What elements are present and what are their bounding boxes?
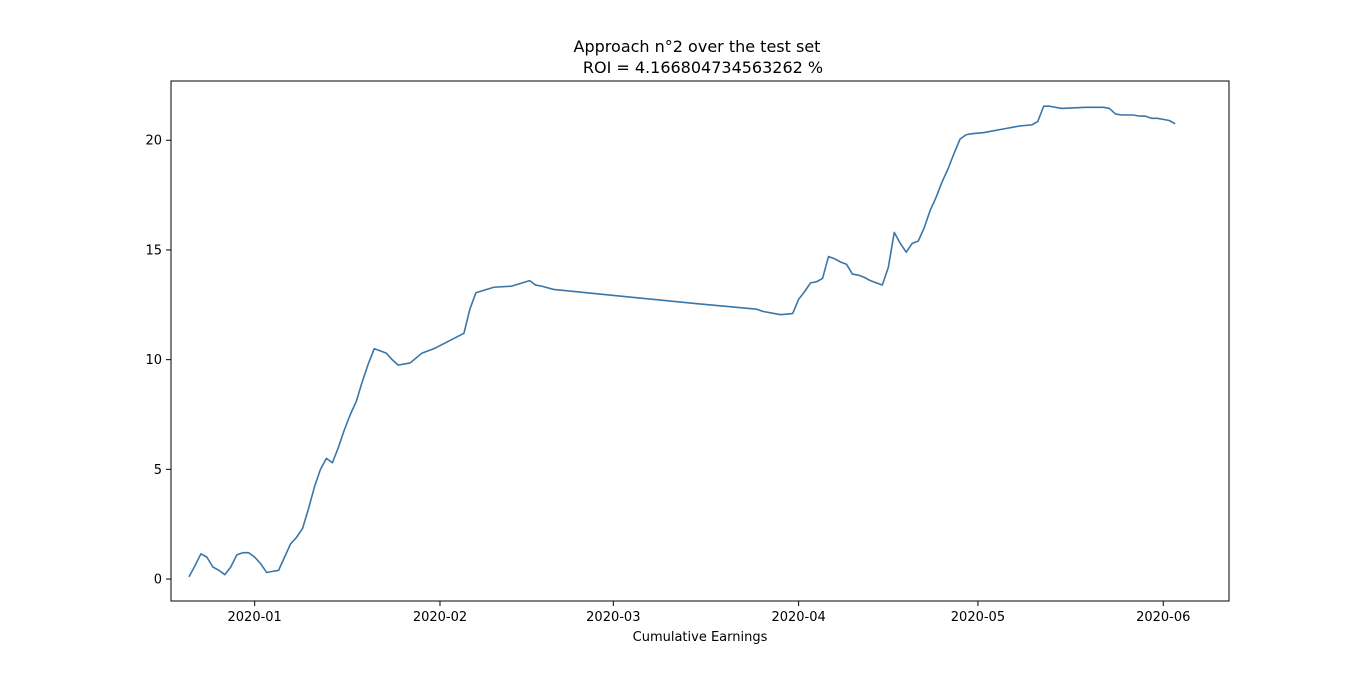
chart-subtitle: ROI = 4.166804734563262 %	[583, 58, 823, 77]
y-tick-label: 5	[154, 463, 162, 478]
y-tick-label: 0	[154, 573, 162, 588]
y-tick-label: 10	[145, 353, 162, 368]
y-tick-label: 20	[145, 134, 162, 149]
x-tick-label: 2020-04	[771, 610, 825, 625]
x-tick-label: 2020-03	[586, 610, 640, 625]
x-tick-label: 2020-06	[1136, 610, 1190, 625]
x-tick-label: 2020-02	[413, 610, 467, 625]
axes-frame	[170, 80, 1230, 602]
y-tick-label: 15	[145, 243, 162, 258]
plot-area: 2020-01 2020-02 2020-03 2020-04 2020-05 2020-…	[145, 80, 1230, 625]
x-axis-label: Cumulative Earnings	[633, 630, 768, 645]
chart-title: Approach n°2 over the test set	[574, 37, 821, 56]
x-tick-label: 2020-05	[951, 610, 1005, 625]
series-line	[188, 105, 1176, 578]
x-tick-label: 2020-01	[228, 610, 282, 625]
